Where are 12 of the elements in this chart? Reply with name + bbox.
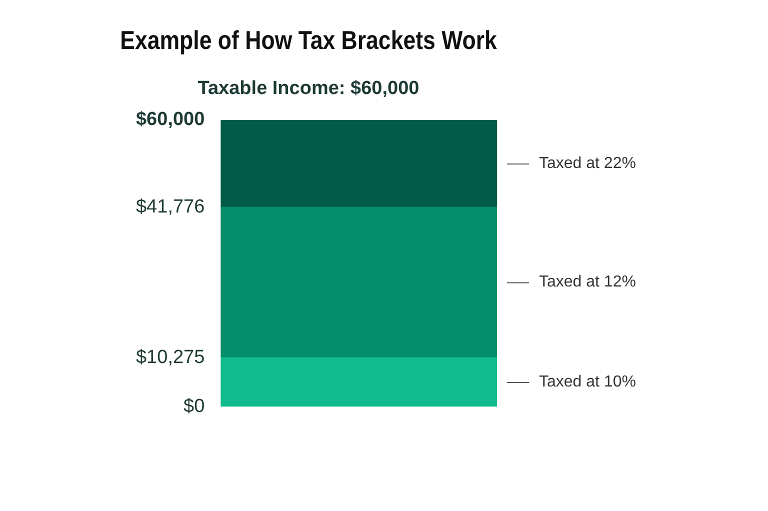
- bar: [220, 206, 497, 358]
- y-tick-label: $41,776: [136, 196, 205, 218]
- y-tick-label: $10,275: [136, 346, 205, 368]
- text: Taxed at 22%: [539, 154, 636, 172]
- bar: [220, 357, 497, 407]
- y-tick-label: $60,000: [136, 109, 205, 130]
- y-tick-label: $0: [184, 396, 205, 417]
- text: Taxed at 12%: [539, 274, 636, 291]
- chart-title: Example of How Tax Brackets Work: [120, 26, 498, 56]
- text: Taxed at 10%: [539, 373, 636, 390]
- bar: [220, 120, 497, 208]
- chart-subtitle: Taxable Income: $60,000: [198, 78, 420, 99]
